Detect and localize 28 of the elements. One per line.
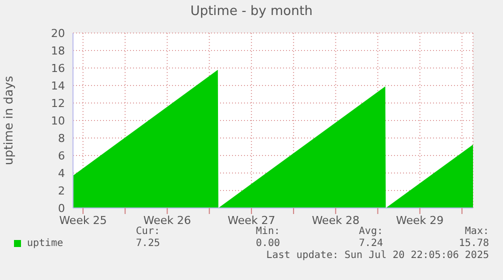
x-tick-label: Week 26: [143, 214, 192, 227]
text: 7.24: [358, 238, 383, 249]
y-tick-label: 20: [51, 26, 65, 40]
y-tick-label: 8: [58, 132, 65, 145]
text: Min:: [256, 226, 280, 237]
y-tick-label: 14: [51, 79, 65, 92]
y-tick-label: 6: [58, 149, 65, 162]
text: Cur:: [136, 226, 160, 237]
legend-label: uptime: [27, 238, 64, 249]
x-tick-label: Week 25: [59, 214, 107, 227]
text: 15.78: [458, 238, 489, 249]
x-tick-label: Week 27: [228, 214, 276, 227]
y-tick-label: 4: [58, 166, 65, 180]
x-tick-label: Week 28: [312, 214, 360, 227]
y-tick-label: 10: [51, 114, 65, 128]
y-tick-label: 18: [51, 44, 65, 58]
text: Last update: Sun Jul 20 22:05:06 2025: [266, 250, 489, 261]
chart-title: Uptime - by month: [189, 4, 314, 19]
y-tick-label: 2: [58, 184, 65, 198]
y-tick-label: 16: [51, 62, 65, 75]
x-tick-label: Week 29: [396, 214, 444, 227]
y-tick-label: 12: [51, 96, 65, 110]
text: 0.00: [256, 238, 280, 249]
y-axis-title: uptime in days: [1, 76, 16, 166]
text: Avg:: [358, 226, 383, 237]
y-tick-label: 0: [58, 202, 65, 215]
text: 7.25: [136, 238, 160, 249]
text: Max:: [464, 226, 489, 237]
